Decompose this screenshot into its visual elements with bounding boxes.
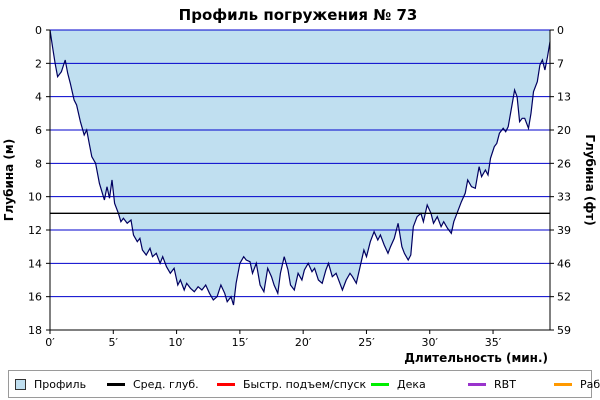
legend-swatch-line [371,382,389,386]
y-tick-label-left: 4 [35,91,42,104]
y-tick-label-right: 33 [557,191,571,204]
legend-item: Быстр. подъем/спуск [217,377,366,391]
x-tick-label: 10′ [168,336,185,349]
legend-item: RBT [468,377,516,391]
x-tick-label: 30′ [421,336,438,349]
legend-swatch-line [554,382,572,386]
legend-swatch-box [15,378,26,390]
y-tick-label-right: 7 [557,57,564,70]
x-tick-label: 15′ [232,336,249,349]
legend-item: Раб. [554,377,600,391]
x-tick-label: 25′ [358,336,375,349]
y-tick-label-left: 14 [28,257,42,270]
y-tick-label-left: 0 [35,24,42,37]
y-tick-label-left: 2 [35,57,42,70]
legend: Профиль Сред. глуб. Быстр. подъем/спуск Дек… [8,370,600,398]
y-tick-label-left: 18 [28,324,42,337]
y-tick-label-left: 6 [35,124,42,137]
x-tick-label: 5′ [109,336,119,349]
legend-label: Профиль [34,377,87,391]
profile-area [50,30,550,305]
y-tick-label-right: 20 [557,124,571,137]
legend-label: Быстр. подъем/спуск [243,377,367,391]
y-axis-label-right: Глубина (фт) [583,134,597,225]
legend-item: Дека [371,377,426,391]
legend-label: Дека [397,377,426,391]
x-axis-label: Длительность (мин.) [404,351,548,365]
legend-label: Раб. [580,377,600,391]
x-tick-label: 35′ [485,336,502,349]
y-tick-label-right: 0 [557,24,564,37]
y-tick-label-left: 10 [28,191,42,204]
legend-swatch-line [468,382,486,386]
legend-swatch-line [107,382,125,386]
legend-label: Сред. глуб. [133,377,199,391]
x-tick-label: 0′ [45,336,55,349]
y-tick-label-right: 26 [557,157,571,170]
y-tick-label-right: 52 [557,291,571,304]
y-tick-label-left: 16 [28,291,42,304]
y-tick-label-left: 8 [35,157,42,170]
y-tick-label-right: 59 [557,324,571,337]
legend-label: RBT [494,377,516,391]
dive-profile-chart: Профиль погружения № 73 0246810121416180… [2,6,597,365]
legend-swatch-line [217,382,235,386]
legend-item: Профиль [15,377,86,391]
y-tick-label-right: 13 [557,91,571,104]
y-tick-label-left: 12 [28,224,42,237]
y-axis-label-left: Глубина (м) [2,139,16,221]
y-tick-label-right: 39 [557,224,571,237]
chart-title: Профиль погружения № 73 [179,6,418,24]
legend-item: Сред. глуб. [107,377,199,391]
profile-line [49,29,551,306]
x-tick-label: 20′ [295,336,312,349]
y-tick-label-right: 46 [557,257,571,270]
